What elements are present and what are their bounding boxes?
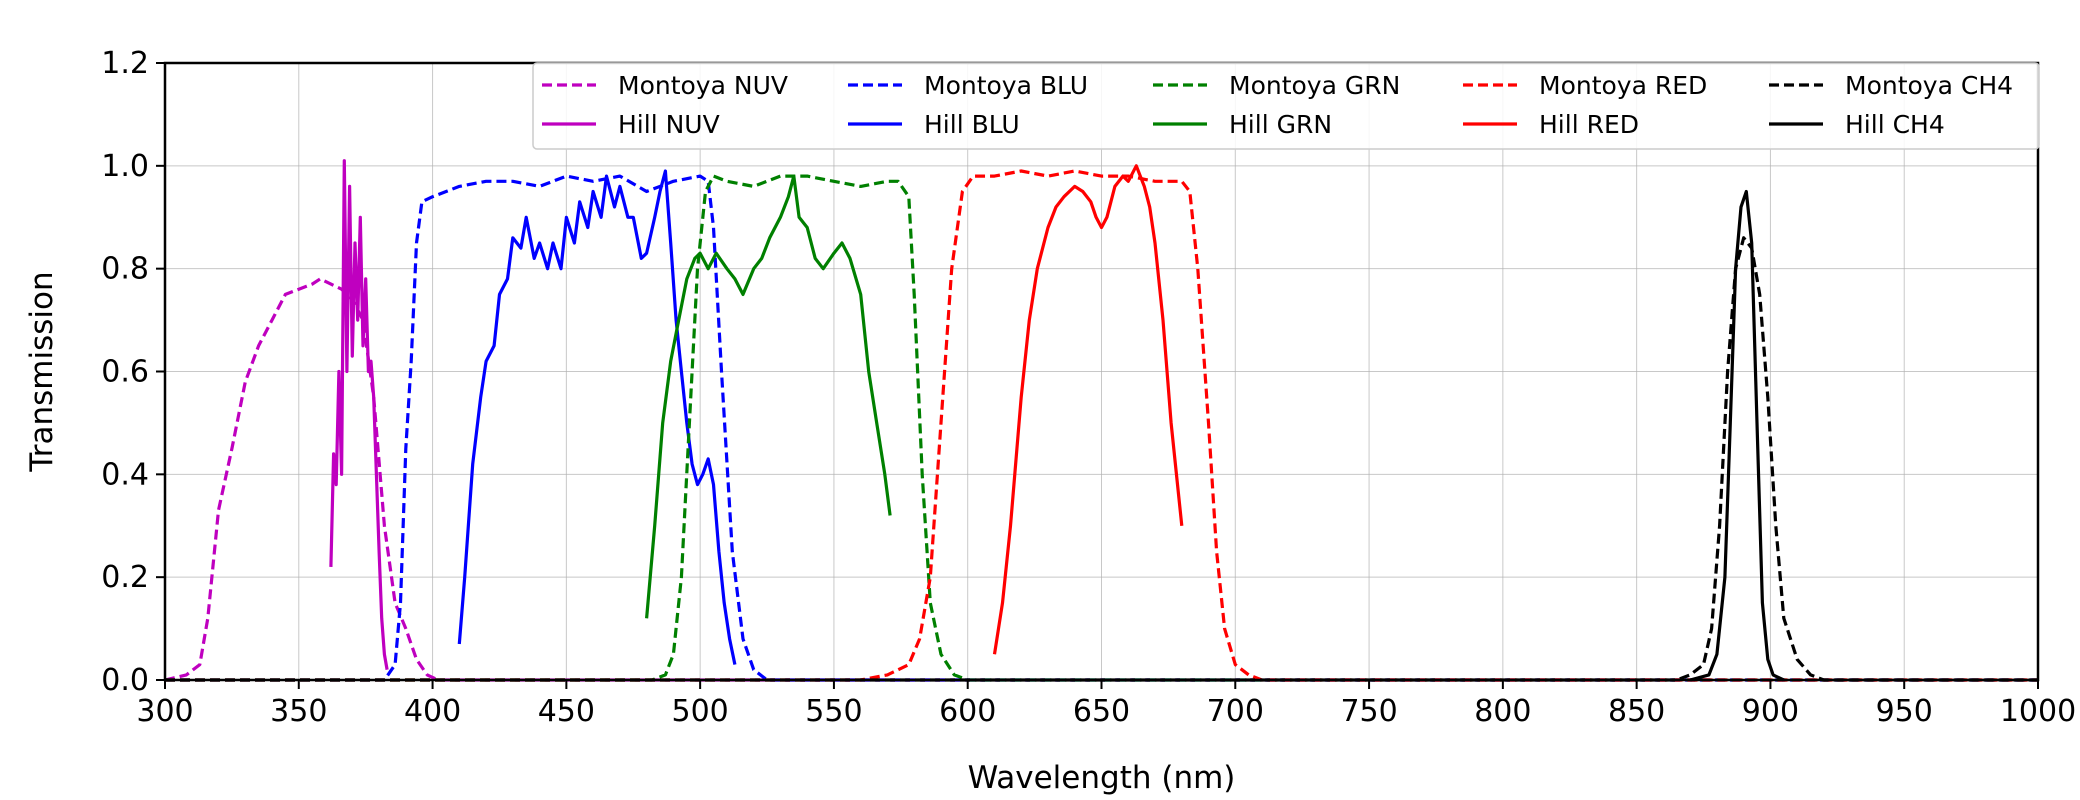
x-tick-label: 350 <box>270 694 327 729</box>
legend-label: Hill GRN <box>1229 110 1332 139</box>
x-axis: 300 350 400 450 500 550 600 650 700 750 800 850 900 9… <box>136 680 2076 729</box>
x-tick-label: 500 <box>672 694 729 729</box>
series-hill-blu <box>457 169 737 665</box>
legend-box <box>532 62 2040 150</box>
y-tick-label: 0.6 <box>101 355 149 390</box>
x-tick-label: 750 <box>1340 694 1397 729</box>
y-tick-label: 0.4 <box>101 457 149 492</box>
x-axis-title: Wavelength (nm) <box>968 760 1236 796</box>
x-tick-label: 700 <box>1207 694 1264 729</box>
series-montoya-blu <box>165 174 2038 682</box>
legend-label: Montoya RED <box>1539 71 1707 100</box>
y-tick-label: 0.0 <box>101 663 149 698</box>
x-tick-label: 950 <box>1876 694 1933 729</box>
series-hill-ch4 <box>1689 189 1785 682</box>
series-montoya-red <box>165 169 2038 682</box>
legend-label: Hill RED <box>1539 110 1639 139</box>
x-tick-label: 300 <box>136 694 193 729</box>
series-hill-red <box>992 164 1184 655</box>
legend-label: Hill NUV <box>618 110 720 139</box>
x-tick-label: 1000 <box>2000 694 2076 729</box>
series-layer <box>164 159 2038 682</box>
x-tick-label: 600 <box>939 694 996 729</box>
legend-label: Hill CH4 <box>1845 110 1945 139</box>
x-tick-label: 800 <box>1474 694 1531 729</box>
legend-label: Montoya CH4 <box>1845 71 2013 100</box>
legend-label: Montoya BLU <box>924 71 1088 100</box>
y-tick-label: 1.2 <box>101 46 149 81</box>
series-hill-nuv <box>329 159 389 670</box>
legend-label: Hill BLU <box>924 110 1020 139</box>
x-tick-label: 550 <box>805 694 862 729</box>
y-tick-label: 1.0 <box>101 149 149 184</box>
y-tick-label: 0.2 <box>101 560 149 595</box>
series-hill-grn <box>645 174 892 619</box>
x-tick-label: 450 <box>538 694 595 729</box>
x-tick-label: 400 <box>404 694 461 729</box>
x-tick-label: 850 <box>1608 694 1665 729</box>
legend-label: Montoya GRN <box>1229 71 1400 100</box>
legend-label: Montoya NUV <box>618 71 788 100</box>
y-tick-label: 0.8 <box>101 252 149 287</box>
series-montoya-nuv <box>164 277 2038 682</box>
y-axis: 0.0 0.2 0.4 0.6 0.8 1.0 1.2 <box>101 46 165 698</box>
y-axis-title: Transmission <box>24 271 60 472</box>
legend: Montoya NUV Hill NUV Montoya BLU Hill BLU Mo… <box>532 62 2040 150</box>
series-montoya-ch4 <box>165 236 2038 682</box>
x-tick-label: 900 <box>1742 694 1799 729</box>
series-montoya-grn <box>165 174 2038 682</box>
x-tick-label: 650 <box>1073 694 1130 729</box>
